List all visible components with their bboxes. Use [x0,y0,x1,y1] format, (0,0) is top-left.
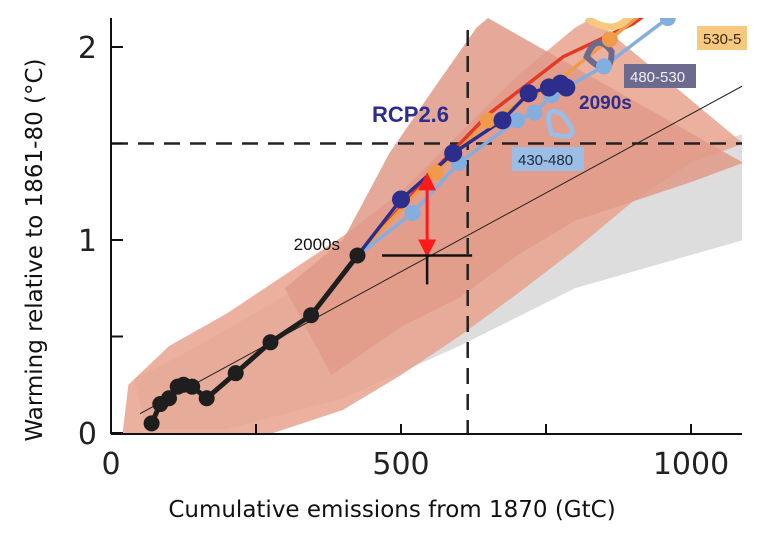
series-430-480 [356,18,669,257]
y-tick-label-2: 2 [78,31,97,66]
y-tick-label-1: 1 [78,224,97,259]
axes: 0 500 1000 0 1 2 [78,18,742,482]
point-430-480-3 [509,112,525,129]
point-historical-5 [184,378,201,395]
range-430-480-label-box [512,147,584,171]
arrow-head-down [418,239,437,258]
point-RCP2.6-4 [519,84,538,103]
rcp26-label: RCP2.6 [372,102,449,127]
point-RCP2.6-1 [392,190,410,209]
arrow-head-up [418,172,437,191]
point-historical-7 [227,365,244,382]
x-tick-label-2: 1000 [653,447,729,482]
annotation-labels: RCP2.6 2090s 2000s 430-480 480-530 530-5 [294,26,747,254]
range-480-530-label: 480-530 [630,69,685,86]
y-tick-label-0: 0 [78,417,97,452]
point-historical-9 [303,307,320,324]
decade-2000s-label: 2000s [294,235,340,254]
point-480-530-5 [660,0,676,1]
point-480-530-1 [427,164,444,181]
range-530-label-box [697,26,747,50]
x-axis-label: Cumulative emissions from 1870 (GtC) [168,497,615,523]
point-480-530-2 [480,112,496,129]
range-480-530-label-box [624,64,696,88]
point-430-480-4 [526,104,543,121]
y-axis-label: Warming relative to 1861-80 (°C) [22,58,48,441]
point-historical-10 [349,247,366,264]
x-tick-label-0: 0 [101,447,120,482]
point-RCP2.6-2 [444,144,463,163]
x-tick-label-1: 500 [372,447,429,482]
point-historical-0 [143,415,160,432]
range-430-480-label: 430-480 [518,152,573,169]
point-RCP2.6-3 [493,111,512,130]
point-430-480-7 [659,18,676,27]
data-points [143,0,676,432]
point-historical-8 [262,334,279,351]
uncertainty-bands [122,18,742,433]
loop-530-580 [584,18,633,31]
decade-2090s-label: 2090s [579,93,632,114]
point-480-530-4 [601,31,618,48]
band-rcp-plume [285,18,742,376]
point-430-480-1 [404,204,421,221]
point-historical-2 [161,390,177,407]
point-430-480-6 [596,58,612,75]
loop-430-480 [546,108,575,139]
point-RCP2.6-7 [557,78,576,97]
point-historical-6 [198,390,215,407]
range-530-label: 530-5 [703,31,741,48]
series-trend-line [139,85,742,415]
